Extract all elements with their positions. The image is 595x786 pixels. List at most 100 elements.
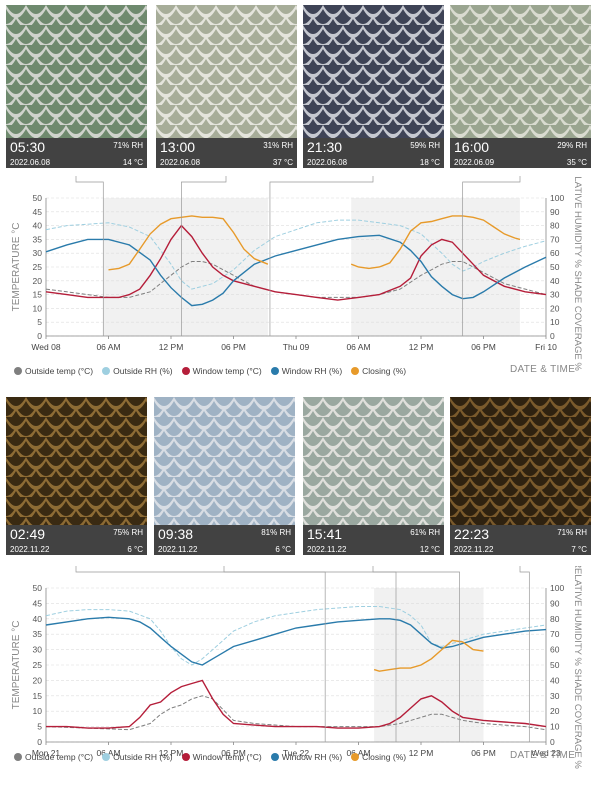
y-tick-label: 25 [33, 262, 43, 272]
photo-caption: 22:23 71% RH 2022.11.22 7 °C [450, 525, 591, 555]
photo-marker-line [269, 176, 374, 336]
y-axis-right-label: RELATIVE HUMIDITY % SHADE COVERAGE % [572, 176, 583, 371]
x-tick-label: 06 PM [471, 342, 496, 352]
y-right-tick-label: 70 [550, 234, 560, 244]
panel-b-photo-1: 02:49 75% RH 2022.11.22 6 °C [6, 397, 147, 555]
y-axis-label: TEMPERATURE °C [11, 621, 22, 710]
legend-label: Outside RH (%) [113, 752, 173, 762]
photo-marker-line [75, 176, 104, 336]
x-tick-label: 12 PM [409, 342, 434, 352]
legend-item: Window temp (°C) [181, 752, 262, 762]
legend-label: Outside temp (°C) [25, 752, 94, 762]
legend-item: Window temp (°C) [181, 366, 262, 376]
photo-date: 2022.06.08 [160, 158, 201, 167]
photo-caption: 09:38 81% RH 2022.11.22 6 °C [154, 525, 295, 555]
legend-dot-icon [14, 753, 22, 761]
legend-dot-icon [351, 753, 360, 761]
photo-temp: 18 °C [419, 158, 440, 167]
series-outside-rh-line [45, 606, 547, 666]
y-tick-label: 45 [33, 207, 43, 217]
facade-photo-image [303, 397, 444, 530]
y-right-tick-label: 100 [550, 193, 564, 203]
photo-time: 05:30 [10, 139, 46, 155]
y-tick-label: 20 [33, 675, 43, 685]
y-tick-label: 0 [37, 737, 42, 747]
facade-photo-image [6, 5, 147, 143]
photo-time: 16:00 [454, 139, 490, 155]
y-right-tick-label: 60 [550, 645, 560, 655]
x-tick-label: 06 AM [96, 342, 120, 352]
legend-a: Outside temp (°C) Outside RH (%) Window te… [14, 366, 415, 376]
photo-date: 2022.06.08 [10, 158, 51, 167]
y-tick-label: 40 [33, 614, 43, 624]
series-window-rh-line [45, 616, 547, 666]
legend-label: Window temp (°C) [192, 752, 262, 762]
facade-photo-image [450, 397, 591, 530]
legend-item: Outside RH (%) [102, 366, 173, 376]
y-tick-label: 45 [33, 598, 43, 608]
y-right-tick-label: 0 [550, 737, 555, 747]
photo-time: 22:23 [454, 526, 490, 542]
x-tick-label: Tue 22 [283, 748, 309, 758]
y-axis-right-label: RELATIVE HUMIDITY % SHADE COVERAGE % [572, 566, 583, 769]
photo-temp: 6 °C [275, 545, 291, 554]
photo-rh: 75% RH [113, 528, 143, 537]
y-right-tick-label: 50 [550, 660, 560, 670]
x-tick-label: 06 AM [346, 748, 370, 758]
y-tick-label: 0 [37, 331, 42, 341]
legend-label: Closing (%) [362, 366, 407, 376]
series-closing-line [373, 639, 484, 672]
legend-label: Window temp (°C) [192, 366, 262, 376]
chart-a: 0 5 10 15 20 25 30 35 40 45 50 0 10 20 30 40 50 60 70 80 90 1… [11, 176, 583, 371]
y-tick-label: 30 [33, 645, 43, 655]
y-right-tick-label: 20 [550, 706, 560, 716]
y-tick-label: 10 [33, 303, 43, 313]
y-tick-label: 50 [33, 583, 43, 593]
photo-caption: 13:00 31% RH 2022.06.08 37 °C [156, 138, 297, 168]
y-tick-label: 20 [33, 276, 43, 286]
y-right-tick-label: 90 [550, 598, 560, 608]
date-time-label-b: DATE & TIME [510, 750, 576, 761]
x-tick-label: Thu 09 [283, 342, 310, 352]
y-right-tick-label: 70 [550, 629, 560, 639]
x-tick-label: 06 PM [471, 748, 496, 758]
panel-a-photo-4: 16:00 29% RH 2022.06.09 35 °C [450, 5, 591, 168]
y-axis-label: TEMPERATURE °C [11, 223, 22, 312]
photo-marker-line [223, 566, 397, 742]
facade-photo-image [154, 397, 295, 530]
legend-item: Outside temp (°C) [14, 366, 93, 376]
photo-date: 2022.06.09 [454, 158, 495, 167]
legend-b: Outside temp (°C) Outside RH (%) Window te… [14, 752, 415, 762]
series-closing-line [108, 215, 269, 271]
legend-item: Outside temp (°C) [14, 752, 93, 762]
shaded-period [103, 198, 268, 336]
photo-rh: 71% RH [557, 528, 587, 537]
photo-marker-line [181, 176, 227, 336]
facade-photo-image [303, 5, 444, 143]
x-tick-label: Wed 23 [531, 748, 560, 758]
y-right-tick-label: 60 [550, 248, 560, 258]
legend-dot-icon [351, 367, 360, 375]
y-right-tick-label: 0 [550, 331, 555, 341]
panel-a-photo-3: 21:30 59% RH 2022.06.08 18 °C [303, 5, 444, 168]
legend-label: Window RH (%) [281, 752, 343, 762]
photo-marker-line [372, 566, 460, 742]
x-tick-label: 06 PM [221, 342, 246, 352]
photo-rh: 29% RH [557, 141, 587, 150]
legend-label: Outside RH (%) [113, 366, 173, 376]
x-tick-label: 12 PM [159, 748, 184, 758]
photo-caption: 16:00 29% RH 2022.06.09 35 °C [450, 138, 591, 168]
y-tick-label: 35 [33, 234, 43, 244]
x-tick-label: Fri 10 [535, 342, 557, 352]
photo-temp: 14 °C [122, 158, 143, 167]
y-tick-label: 50 [33, 193, 43, 203]
facade-photo-image [156, 5, 297, 143]
photo-temp: 12 °C [419, 545, 440, 554]
y-tick-label: 25 [33, 660, 43, 670]
legend-label: Closing (%) [362, 752, 407, 762]
date-time-label-a: DATE & TIME [510, 364, 576, 375]
y-right-tick-label: 30 [550, 691, 560, 701]
legend-dot-icon [14, 367, 22, 375]
x-tick-label: Mon 21 [32, 748, 61, 758]
photo-time: 09:38 [158, 526, 194, 542]
